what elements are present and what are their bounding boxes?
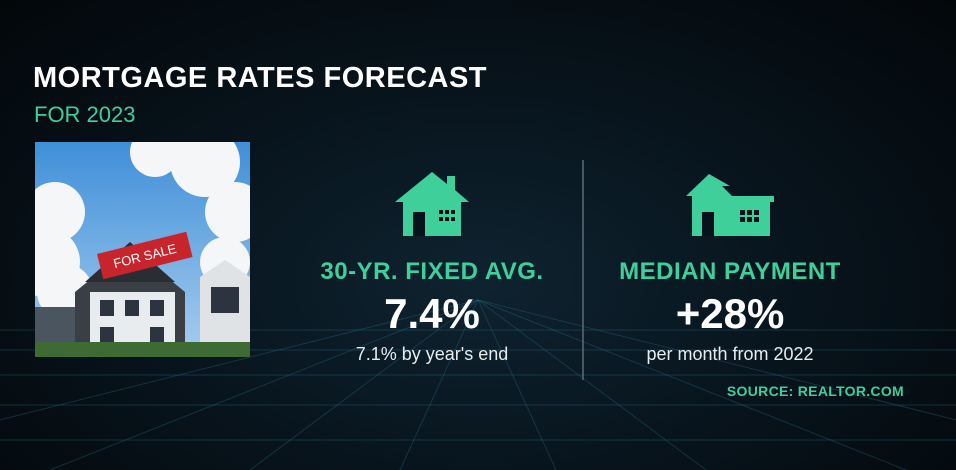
house-icon [395,172,469,236]
house-photo: FOR SALE [35,142,250,357]
title: MORTGAGE RATES FORECAST [33,62,488,94]
stat-label: 30-YR. FIXED AVG. [320,258,544,285]
source: SOURCE: REALTOR.COM [726,383,904,399]
sign [96,231,193,280]
subtitle: FOR 2023 [34,102,136,127]
stat-value: +28% [675,290,785,337]
house-icon [686,174,774,236]
stat-label: MEDIAN PAYMENT [619,258,841,285]
stat-note: per month from 2022 [646,344,814,364]
stat-value: 7.4% [384,290,480,337]
stat-note: 7.1% by year's end [355,344,509,364]
